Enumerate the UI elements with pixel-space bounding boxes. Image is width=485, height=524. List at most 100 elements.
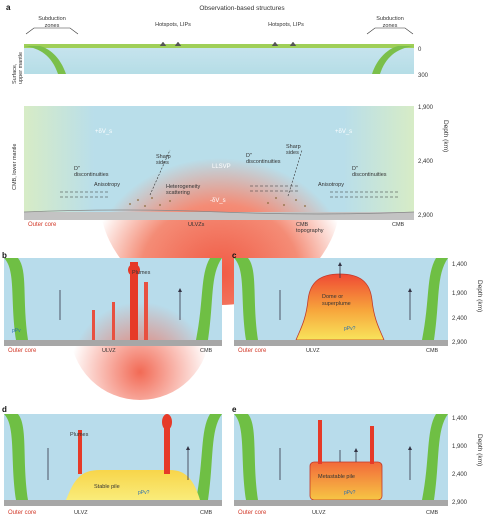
panel-b-main-plume bbox=[130, 262, 138, 342]
label-outer-core-a: Outer core bbox=[28, 222, 57, 228]
llsvp-region bbox=[100, 95, 340, 305]
panel-a-letter: a bbox=[6, 3, 11, 12]
panel-d-core bbox=[4, 500, 222, 506]
depth-axis-title-c: Depth (km) bbox=[476, 280, 483, 312]
label-dvs-plus-right: +δV_s bbox=[335, 129, 352, 135]
label-plumes-b: Plumes bbox=[132, 270, 151, 276]
label-sharp-sides-left: Sharp sides bbox=[156, 154, 171, 166]
panel-b-slab-right bbox=[196, 258, 222, 340]
panel-b-plume-4 bbox=[112, 302, 115, 342]
depth-axis-title-e: Depth (km) bbox=[476, 434, 483, 466]
bracket-subduction-right bbox=[366, 27, 414, 35]
depth-e-1400: 1,400 bbox=[452, 416, 468, 422]
label-outer-core-d: Outer core bbox=[8, 510, 37, 516]
label-dpp-disc-right: D'' discontinuities bbox=[352, 166, 387, 178]
panel-e-slab-right bbox=[422, 414, 448, 500]
depth-c-1900: 1,900 bbox=[452, 291, 468, 297]
label-dpp-disc-left: D'' discontinuities bbox=[74, 166, 109, 178]
label-dvs-plus-left: +δV_s bbox=[95, 129, 112, 135]
depth-axis-title-a: Depth (km) bbox=[442, 120, 449, 152]
subducting-slab-upper-left bbox=[24, 46, 66, 74]
panel-e-core bbox=[234, 500, 448, 506]
label-anisotropy-right: Anisotropy bbox=[318, 182, 344, 188]
panel-e-slab-left bbox=[234, 414, 258, 500]
panel-d-plume-head bbox=[162, 414, 172, 430]
panel-b-core bbox=[4, 340, 222, 346]
panel-b-plume-2 bbox=[144, 282, 148, 342]
sharp-side-lines bbox=[149, 149, 303, 197]
depth-tick-2400: 2,400 bbox=[418, 159, 434, 165]
label-ulvz-b: ULVZ bbox=[102, 348, 116, 354]
label-ulvz-c: ULVZ bbox=[306, 348, 320, 354]
panel-e-flow-arrows bbox=[279, 448, 410, 480]
panel-d-plume-left bbox=[78, 430, 82, 474]
panel-c-flow-arrows bbox=[279, 290, 410, 320]
side-label-upper: Surface,upper mantle bbox=[12, 52, 24, 84]
depth-tick-0: 0 bbox=[418, 47, 422, 53]
label-cmb-c: CMB bbox=[426, 348, 439, 354]
panel-d-letter: d bbox=[2, 405, 7, 414]
label-ppv-c: pPv? bbox=[344, 326, 356, 332]
panel-e-plume-right bbox=[370, 426, 374, 464]
depth-e-1900: 1,900 bbox=[452, 444, 468, 450]
panel-a: a Observation-based structures Subductio… bbox=[6, 3, 449, 305]
label-cmb-a: CMB bbox=[392, 222, 405, 228]
side-label-lower: CMB, lower mantle bbox=[12, 144, 18, 190]
label-heterogeneity: Heterogeneity scattering bbox=[166, 184, 200, 196]
panel-e: e Metastable pile pPv? Outer core ULVZ C… bbox=[232, 405, 483, 516]
label-stable-pile: Stable pile bbox=[94, 484, 120, 490]
panel-d-stable-pile bbox=[66, 470, 200, 500]
label-dpp-disc-mid: D'' discontinuities bbox=[246, 153, 281, 165]
label-sharp-sides-right: Sharp sides bbox=[286, 144, 301, 156]
label-subduction-right: Subduction zones bbox=[376, 16, 404, 29]
depth-c-1400: 1,400 bbox=[452, 262, 468, 268]
label-llsvp: LLSVP bbox=[212, 164, 231, 170]
label-dome: Dome or superplume bbox=[322, 294, 351, 307]
label-dvs-minus: -δV_s bbox=[210, 198, 226, 204]
depth-e-2900: 2,900 bbox=[452, 500, 468, 506]
label-hotspots-left: Hotspots, LIPs bbox=[155, 22, 191, 28]
panel-e-plume-left bbox=[318, 420, 322, 464]
panel-b-hot-region bbox=[70, 260, 210, 400]
depth-e-2400: 2,400 bbox=[452, 472, 468, 478]
panel-b-flow-arrows bbox=[59, 290, 180, 320]
panel-d-flow-arrows bbox=[47, 448, 188, 480]
panel-c-slab-right bbox=[422, 258, 448, 340]
panel-e-letter: e bbox=[232, 405, 237, 414]
panel-c-core bbox=[234, 340, 448, 346]
label-ppv-e: pPv? bbox=[344, 490, 356, 496]
surface-plate bbox=[24, 44, 414, 48]
core-surface bbox=[24, 212, 414, 220]
panel-d-slab-left bbox=[4, 414, 28, 500]
label-ppv-d: pPv? bbox=[138, 490, 150, 496]
panel-d: d Plumes Stable pile pPv? Outer core ULV… bbox=[2, 405, 222, 516]
panel-a-title: Observation-based structures bbox=[199, 5, 285, 12]
label-outer-core-b: Outer core bbox=[8, 348, 37, 354]
panel-b-letter: b bbox=[2, 251, 7, 260]
panel-c: c Dome or superplume pPv? Outer core ULVZ… bbox=[232, 251, 483, 354]
panel-c-slab-left bbox=[234, 258, 258, 340]
depth-c-2400: 2,400 bbox=[452, 316, 468, 322]
label-ulvz-e: ULVZ bbox=[312, 510, 326, 516]
panel-b-plume-3 bbox=[92, 310, 95, 342]
label-outer-core-e: Outer core bbox=[238, 510, 267, 516]
panel-d-plume-right bbox=[164, 422, 170, 474]
panel-b-slab-left bbox=[4, 258, 28, 340]
depth-c-2900: 2,900 bbox=[452, 340, 468, 346]
scatter-dots bbox=[129, 197, 306, 207]
label-cmb-e: CMB bbox=[426, 510, 439, 516]
depth-tick-1900: 1,900 bbox=[418, 105, 434, 111]
label-ulvz-d: ULVZ bbox=[74, 510, 88, 516]
panel-c-letter: c bbox=[232, 251, 237, 260]
panel-b: b Plumes Outer core ULVZ CMB pPv bbox=[2, 251, 222, 400]
label-cmb-topography: CMB topography bbox=[296, 222, 324, 234]
panel-d-slab-right bbox=[196, 414, 222, 500]
panel-b-plume-head bbox=[128, 264, 140, 276]
subducting-slab-upper-right bbox=[372, 46, 414, 74]
depth-tick-2900: 2,900 bbox=[418, 213, 434, 219]
depth-tick-300: 300 bbox=[418, 73, 429, 79]
label-subduction-left: Subduction zones bbox=[38, 16, 66, 29]
label-anisotropy-left: Anisotropy bbox=[94, 182, 120, 188]
label-cmb-b: CMB bbox=[200, 348, 213, 354]
